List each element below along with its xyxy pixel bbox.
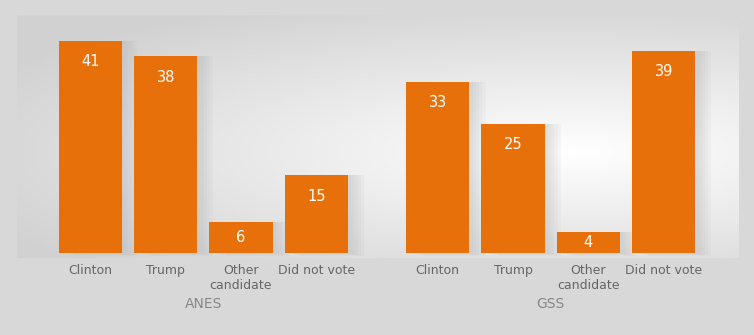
Text: ANES: ANES [185,297,222,311]
Bar [419,82,483,255]
Bar [291,175,354,254]
Bar [210,222,272,253]
Bar [59,41,122,253]
Bar [288,175,351,254]
Bar [648,51,712,256]
Bar [491,124,554,255]
Bar [62,41,125,254]
Bar [409,82,473,254]
Bar [213,222,276,254]
Text: 39: 39 [654,64,673,79]
Bar [495,124,558,255]
Bar [488,124,551,254]
Bar [645,51,708,255]
Text: GSS: GSS [537,297,565,311]
Text: 15: 15 [307,189,326,204]
Bar [560,232,624,254]
Bar [482,124,544,253]
Bar [147,56,210,255]
Bar [134,56,198,253]
Bar [140,56,204,254]
Bar [216,222,279,254]
Bar [632,51,695,253]
Text: 6: 6 [236,230,246,245]
Text: 4: 4 [584,235,593,250]
Bar [416,82,479,255]
Bar [301,175,364,256]
Bar [298,175,361,255]
Bar [222,222,286,255]
Bar [65,41,128,254]
Bar [225,222,289,256]
Bar [219,222,282,255]
Bar [294,175,357,255]
Bar [573,232,636,256]
Bar [563,232,627,254]
Bar [639,51,702,254]
Bar [285,175,348,253]
Bar [75,41,138,256]
Bar [566,232,630,255]
Bar [570,232,633,255]
Bar [69,41,132,255]
Bar [406,82,469,253]
Bar [422,82,486,256]
Bar [150,56,213,256]
Bar [412,82,476,254]
Bar [556,232,620,253]
Bar [137,56,201,254]
Bar [642,51,705,255]
Text: 33: 33 [428,95,447,111]
Bar [72,41,135,255]
Bar [485,124,548,254]
Bar [144,56,207,255]
Bar [498,124,561,256]
Text: 25: 25 [504,137,523,152]
Text: 38: 38 [156,70,175,84]
Text: 41: 41 [81,54,100,69]
Bar [636,51,698,254]
